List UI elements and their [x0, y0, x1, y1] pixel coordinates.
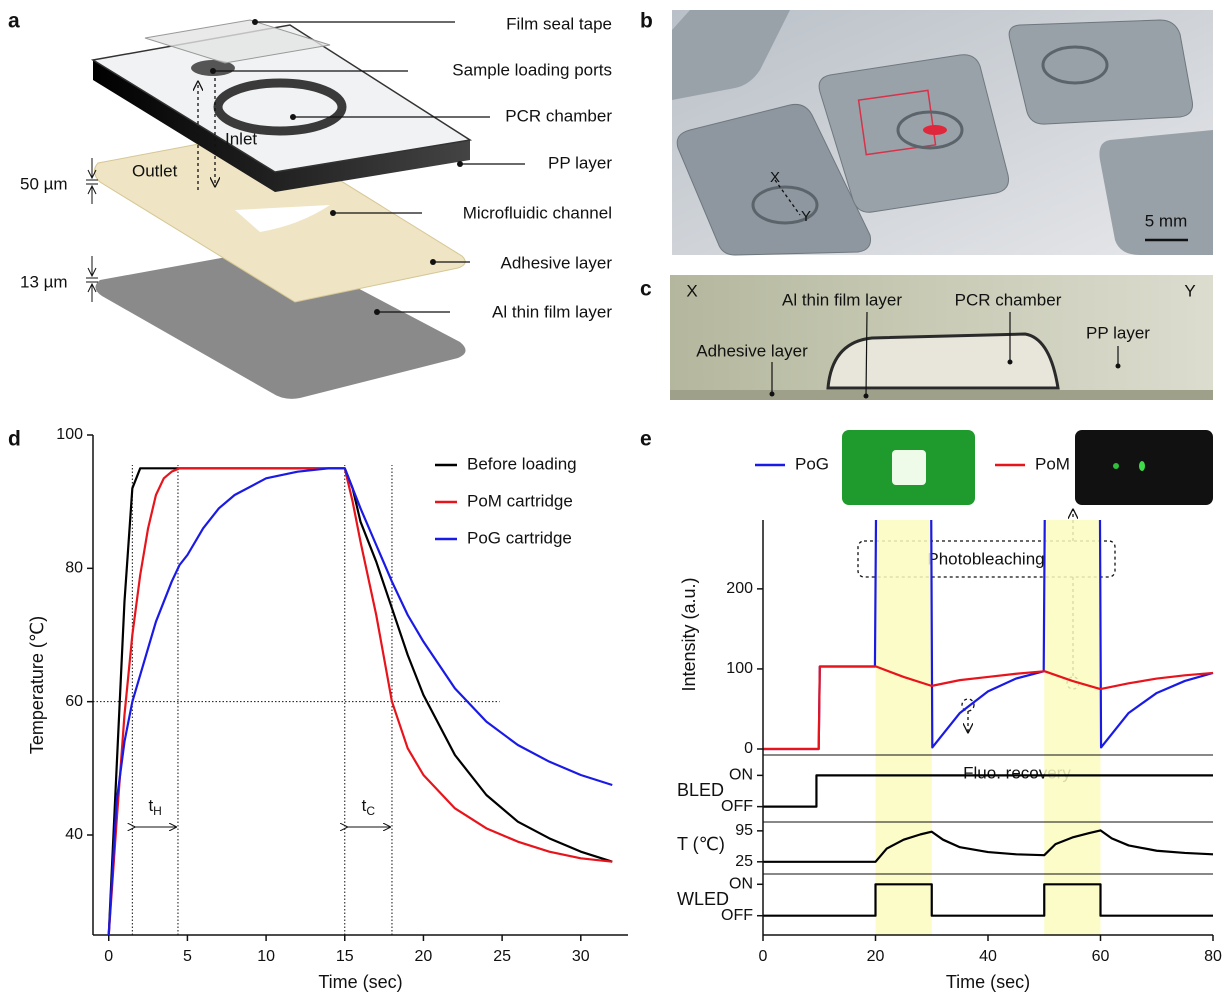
legend-label: Before loading: [467, 454, 577, 473]
x-tick-label: 25: [493, 948, 511, 965]
y-axis-label: WLED: [677, 889, 729, 909]
leader-dot: [290, 114, 296, 120]
y-axis-label: BLED: [677, 780, 724, 800]
y-tick-label: 200: [726, 580, 753, 597]
section-end: Y: [1184, 281, 1195, 300]
x-tick-label: 60: [1092, 948, 1110, 965]
pog-glow: [892, 450, 926, 485]
y-tick-label: OFF: [721, 907, 753, 924]
layer-label: PP layer: [1086, 323, 1150, 342]
chip: [1099, 130, 1213, 255]
y-axis-label: Temperature (℃): [27, 616, 47, 754]
x-tick-label: 5: [183, 948, 192, 965]
y-tick-label: ON: [729, 876, 753, 893]
y-tick-label: 95: [735, 822, 753, 839]
layer-label: PCR chamber: [955, 290, 1062, 309]
layer-label: Adhesive layer: [696, 341, 808, 360]
x-tick-label: 15: [336, 948, 354, 965]
dimension-label: 50 µm: [20, 174, 68, 193]
series-line: [763, 509, 1213, 749]
y-tick-label: 40: [65, 826, 83, 843]
panel-label: d: [8, 428, 21, 451]
series-line: [763, 667, 1213, 749]
x-axis-label: Time (sec): [318, 972, 402, 992]
red-sample: [923, 125, 947, 135]
flow-label: Inlet: [225, 129, 257, 148]
leader-dot: [770, 392, 775, 397]
x-tick-label: 80: [1204, 948, 1222, 965]
layer-label: Adhesive layer: [500, 253, 612, 272]
figure: a b c d e Film seal tape Sample loading …: [0, 0, 1226, 996]
leader-dot: [252, 19, 258, 25]
section-end: X: [686, 281, 697, 300]
dimension-label: 13 µm: [20, 272, 68, 291]
legend-label: PoG cartridge: [467, 528, 572, 547]
y-tick-label: 80: [65, 560, 83, 577]
layer-label: Al thin film layer: [492, 302, 612, 321]
x-tick-label: 20: [415, 948, 433, 965]
pom-spot: [1113, 463, 1119, 469]
leader-dot: [457, 161, 463, 167]
y-tick-label: 100: [56, 426, 83, 443]
y-tick-label: 25: [735, 853, 753, 870]
x-tick-label: 0: [759, 948, 768, 965]
photo: [672, 10, 1213, 255]
interval-label: tC: [362, 796, 376, 818]
interval-subscript: H: [153, 804, 162, 818]
x-axis-label: Time (sec): [946, 972, 1030, 992]
section-end: Y: [801, 208, 811, 225]
layer-label: Sample loading ports: [452, 60, 612, 79]
x-tick-label: 20: [867, 948, 885, 965]
series-line: [763, 884, 1213, 915]
chamber-section: [828, 334, 1058, 388]
x-tick-label: 10: [257, 948, 275, 965]
y-tick-label: OFF: [721, 798, 753, 815]
legend-label: PoM: [1035, 454, 1070, 473]
x-tick-label: 40: [979, 948, 997, 965]
y-tick-label: ON: [729, 767, 753, 784]
page: {"panel_labels": ["a", "b", "c", "d", "e…: [0, 0, 1226, 996]
al-film: [670, 390, 1213, 400]
dimension-mark: [86, 256, 98, 302]
y-tick-label: 100: [726, 660, 753, 677]
x-tick-label: 0: [104, 948, 113, 965]
legend-label: PoG: [795, 454, 829, 473]
highlight-band: [1044, 520, 1100, 935]
leader-dot: [330, 210, 336, 216]
leader-dot: [374, 309, 380, 315]
x-tick-label: 30: [572, 948, 590, 965]
scale-label: 5 mm: [1145, 211, 1188, 230]
chip: [1009, 20, 1192, 124]
series-line: [763, 830, 1213, 861]
panel-label: c: [640, 278, 652, 301]
leader-dot: [210, 68, 216, 74]
interval-label: tH: [148, 796, 161, 818]
leader-dot: [1008, 360, 1013, 365]
annotation: Photobleaching: [927, 549, 1044, 568]
highlight-band: [876, 520, 932, 935]
legend-label: PoM cartridge: [467, 491, 573, 510]
layer-label: Al thin film layer: [782, 290, 902, 309]
layer-label: PCR chamber: [505, 106, 612, 125]
leader-dot: [1116, 364, 1121, 369]
layer-label: PP layer: [548, 153, 612, 172]
leader-dot: [430, 259, 436, 265]
y-tick-label: 0: [744, 740, 753, 757]
layer-label: Microfluidic channel: [463, 203, 612, 222]
leader-dot: [864, 394, 869, 399]
interval-subscript: C: [366, 804, 375, 818]
y-axis-label: T (℃): [677, 834, 725, 854]
flow-label: Outlet: [132, 161, 178, 180]
panel-label: a: [8, 10, 20, 33]
y-tick-label: 60: [65, 693, 83, 710]
panel-label: b: [640, 10, 653, 33]
panel-label: e: [640, 428, 652, 451]
section-end: X: [770, 169, 780, 186]
layer-label: Film seal tape: [506, 14, 612, 33]
pom-spot: [1139, 461, 1145, 471]
y-axis-label: Intensity (a.u.): [679, 577, 699, 691]
